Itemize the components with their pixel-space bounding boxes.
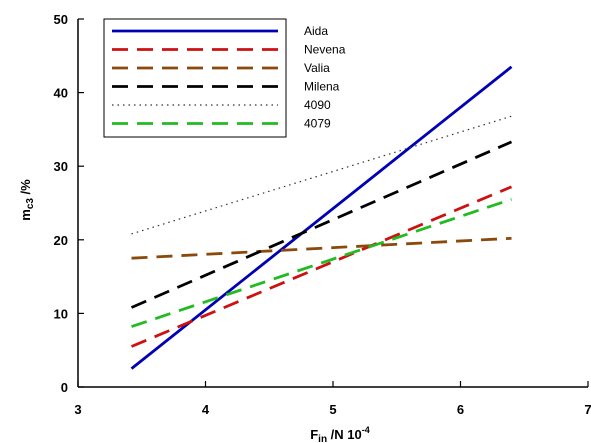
y-tick-label: 20 [54, 233, 68, 248]
legend-items: Aida Nevena Valia Milena 4090 4079 [112, 24, 346, 131]
y-tick-label: 50 [54, 12, 68, 27]
y-tick-label: 0 [61, 380, 68, 395]
y-tick-label: 10 [54, 306, 68, 321]
y-tick-label: 30 [54, 159, 68, 174]
series-line-4079 [131, 197, 512, 328]
series-line-milena [130, 140, 513, 309]
legend-label-nevena: Nevena [304, 43, 346, 57]
ticks-layer: 3 4 5 6 7 0 10 20 30 40 50 [54, 12, 591, 417]
legend-label-4079: 4079 [304, 117, 331, 131]
x-tick-label: 7 [584, 402, 591, 417]
legend-label-aida: Aida [304, 24, 328, 38]
series-layer [130, 65, 513, 370]
series-line-4090 [131, 115, 512, 235]
legend-label-4090: 4090 [304, 98, 331, 112]
legend: Aida Nevena Valia Milena 4090 4079 [103, 18, 346, 138]
legend-label-valia: Valia [304, 61, 330, 75]
x-axis-label: Fin /N 10-4 [310, 425, 370, 443]
series-line-aida [130, 65, 513, 370]
x-tick-label: 6 [457, 402, 464, 417]
x-tick-label: 3 [74, 402, 81, 417]
plot-area: 3 4 5 6 7 0 10 20 30 40 50 [54, 12, 591, 417]
x-tick-label: 5 [329, 402, 336, 417]
series-line-nevena [130, 185, 513, 348]
x-tick-label: 4 [202, 402, 210, 417]
y-tick-label: 40 [54, 86, 68, 101]
series-line-valia [131, 236, 512, 260]
legend-box [103, 18, 287, 138]
legend-label-milena: Milena [304, 80, 340, 94]
y-axis-label: mc3 /% [18, 179, 36, 221]
